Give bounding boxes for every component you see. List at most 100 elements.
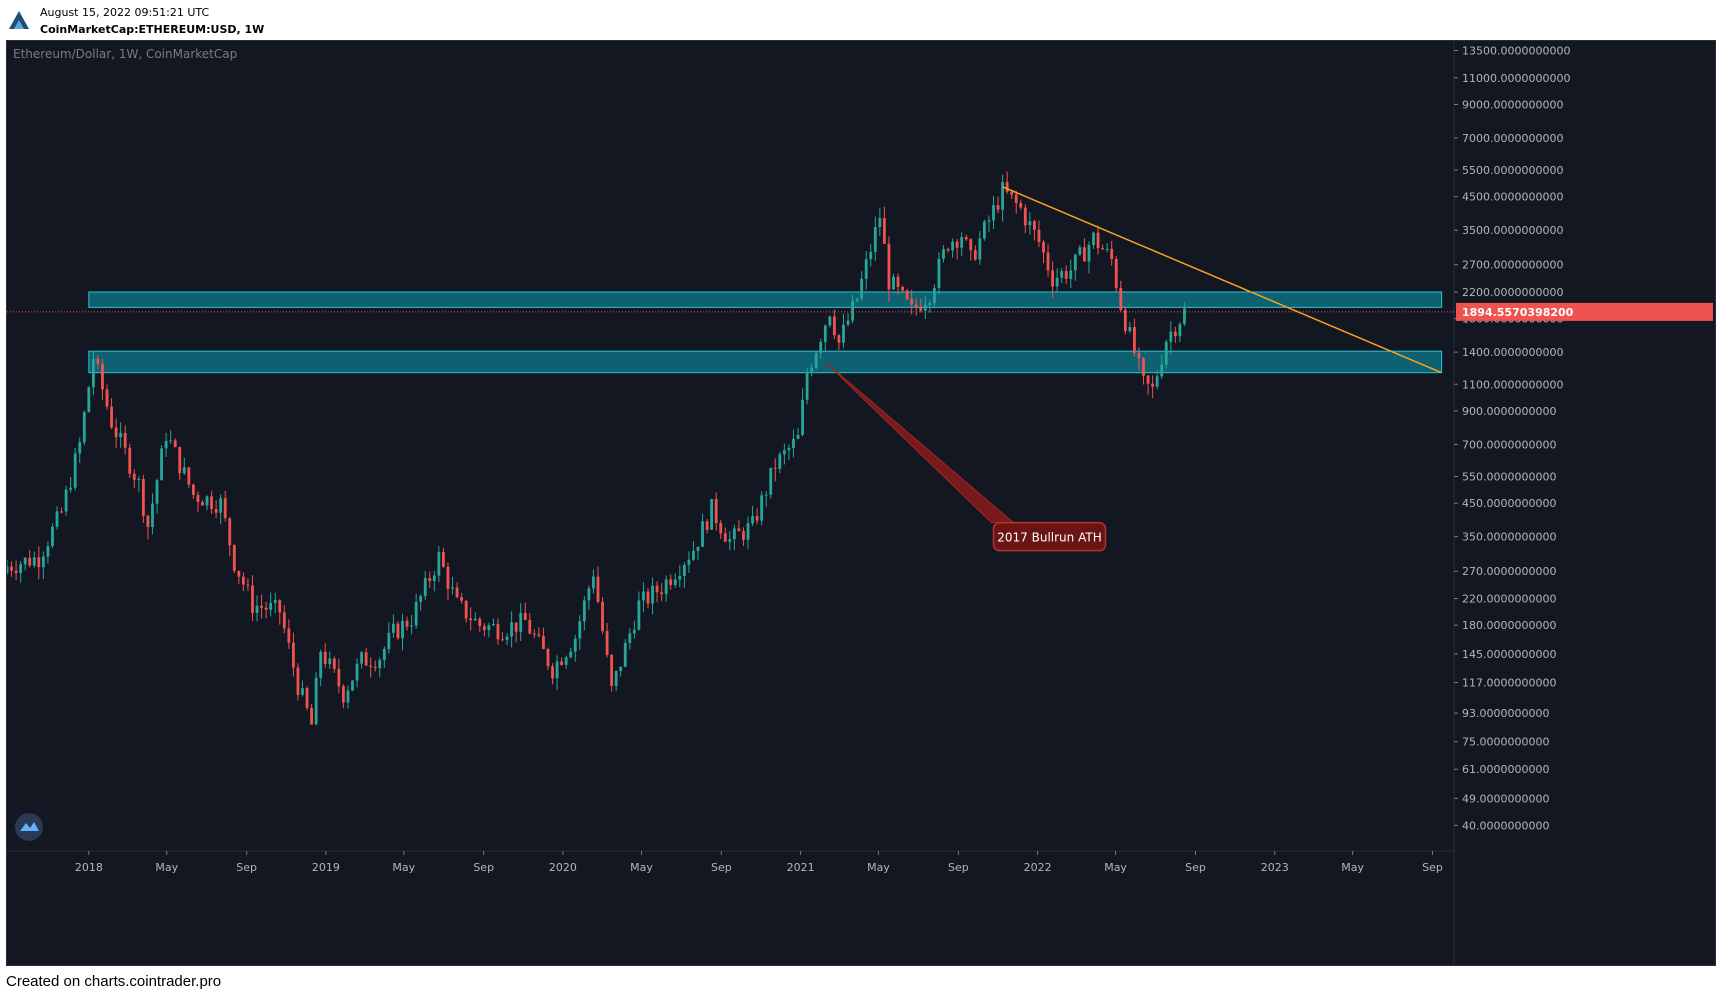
candle [405, 616, 409, 631]
candle-body [46, 546, 50, 557]
candle [373, 660, 377, 672]
current-price-badge [1456, 302, 1713, 321]
time-tick-label: Sep [1422, 861, 1443, 874]
candle-body [564, 657, 568, 665]
candle [1105, 243, 1109, 253]
candle [69, 477, 73, 493]
candle [96, 355, 100, 370]
candle-body [241, 576, 245, 585]
candle [310, 704, 313, 725]
candle-body [732, 528, 736, 540]
candle [1028, 212, 1032, 235]
candle-body [101, 363, 104, 390]
candle [1064, 265, 1068, 284]
candle-body [705, 521, 709, 530]
candle-body [469, 618, 473, 621]
time-tick-label: May [630, 861, 653, 874]
candle-body [287, 628, 291, 643]
candle-body [814, 352, 818, 368]
candle [296, 663, 300, 701]
candle-body [1001, 182, 1004, 210]
candle [1137, 347, 1141, 371]
time-tick-label: Sep [1185, 861, 1206, 874]
candle-body [482, 625, 486, 631]
chart-frame[interactable]: Ethereum/Dollar, 1W, CoinMarketCap 2017 B… [6, 40, 1716, 966]
candle [864, 250, 868, 290]
candle-body [673, 579, 677, 585]
candle [205, 495, 209, 511]
candle-body [1078, 247, 1082, 255]
candle-body [1173, 331, 1177, 337]
price-tick-label: 270.0000000000 [1462, 565, 1556, 578]
candle-body [446, 566, 450, 589]
candle-body [1087, 245, 1091, 262]
candle [91, 350, 95, 396]
candle [1123, 307, 1127, 335]
candle-body [364, 652, 368, 666]
candle [937, 252, 941, 295]
candle-body [182, 467, 186, 474]
candle [251, 575, 254, 622]
candle-body [228, 518, 232, 546]
price-chart[interactable]: Ethereum/Dollar, 1W, CoinMarketCap 2017 B… [7, 41, 1715, 965]
candle-body [846, 320, 850, 325]
candle-body [519, 612, 523, 632]
candle [73, 447, 77, 491]
candle-body [201, 501, 204, 506]
candle-body [1096, 232, 1100, 249]
candle [137, 475, 141, 492]
candle [60, 507, 63, 514]
candle-body [64, 489, 68, 512]
candle [305, 686, 309, 711]
candle [173, 438, 177, 448]
candle [241, 572, 245, 592]
candle-body [696, 546, 700, 551]
candle-body [1037, 229, 1041, 243]
time-tick-label: 2019 [312, 861, 340, 874]
candle-body [869, 251, 873, 260]
time-axis: 2018 May Sep 2019 May Sep 2020 May Sep 2021 May Sep… [75, 851, 1443, 874]
candle [396, 621, 400, 640]
price-tick-label: 2700.0000000000 [1462, 259, 1563, 272]
candle [514, 622, 518, 643]
price-tick-label: 1100.0000000000 [1462, 378, 1563, 391]
candle [782, 443, 786, 465]
candle-body [60, 511, 63, 513]
candle [878, 207, 882, 236]
candle [714, 492, 718, 531]
candle-body [237, 570, 241, 577]
candle-body [332, 658, 336, 669]
candle [955, 238, 959, 260]
candle-body [782, 450, 786, 455]
candle [141, 474, 145, 524]
candle [451, 576, 454, 595]
candle-body [1169, 331, 1173, 342]
candle-body [1101, 248, 1105, 250]
candle [455, 582, 459, 599]
price-tick-label: 550.0000000000 [1462, 471, 1556, 484]
candle-body [919, 307, 923, 311]
candle-body [423, 578, 427, 596]
candle-body [196, 494, 200, 502]
candle-body [1105, 248, 1109, 250]
candle [832, 309, 836, 340]
candle-body [123, 432, 127, 448]
candle [1096, 225, 1100, 255]
candle-body [464, 600, 468, 619]
candle-body [414, 601, 418, 626]
candle-body [387, 632, 391, 649]
candle [973, 245, 977, 261]
candle-body [692, 550, 695, 560]
candle-body [551, 666, 554, 679]
candle [146, 514, 150, 540]
candle [119, 422, 123, 448]
candle-body [132, 473, 136, 480]
candle [1042, 239, 1045, 264]
candle [1014, 190, 1018, 214]
candle [537, 627, 541, 638]
time-tick-label: May [392, 861, 415, 874]
candle-body [905, 290, 909, 300]
candle-body [619, 666, 623, 672]
lower-zone [88, 350, 1443, 374]
candle [492, 618, 495, 627]
